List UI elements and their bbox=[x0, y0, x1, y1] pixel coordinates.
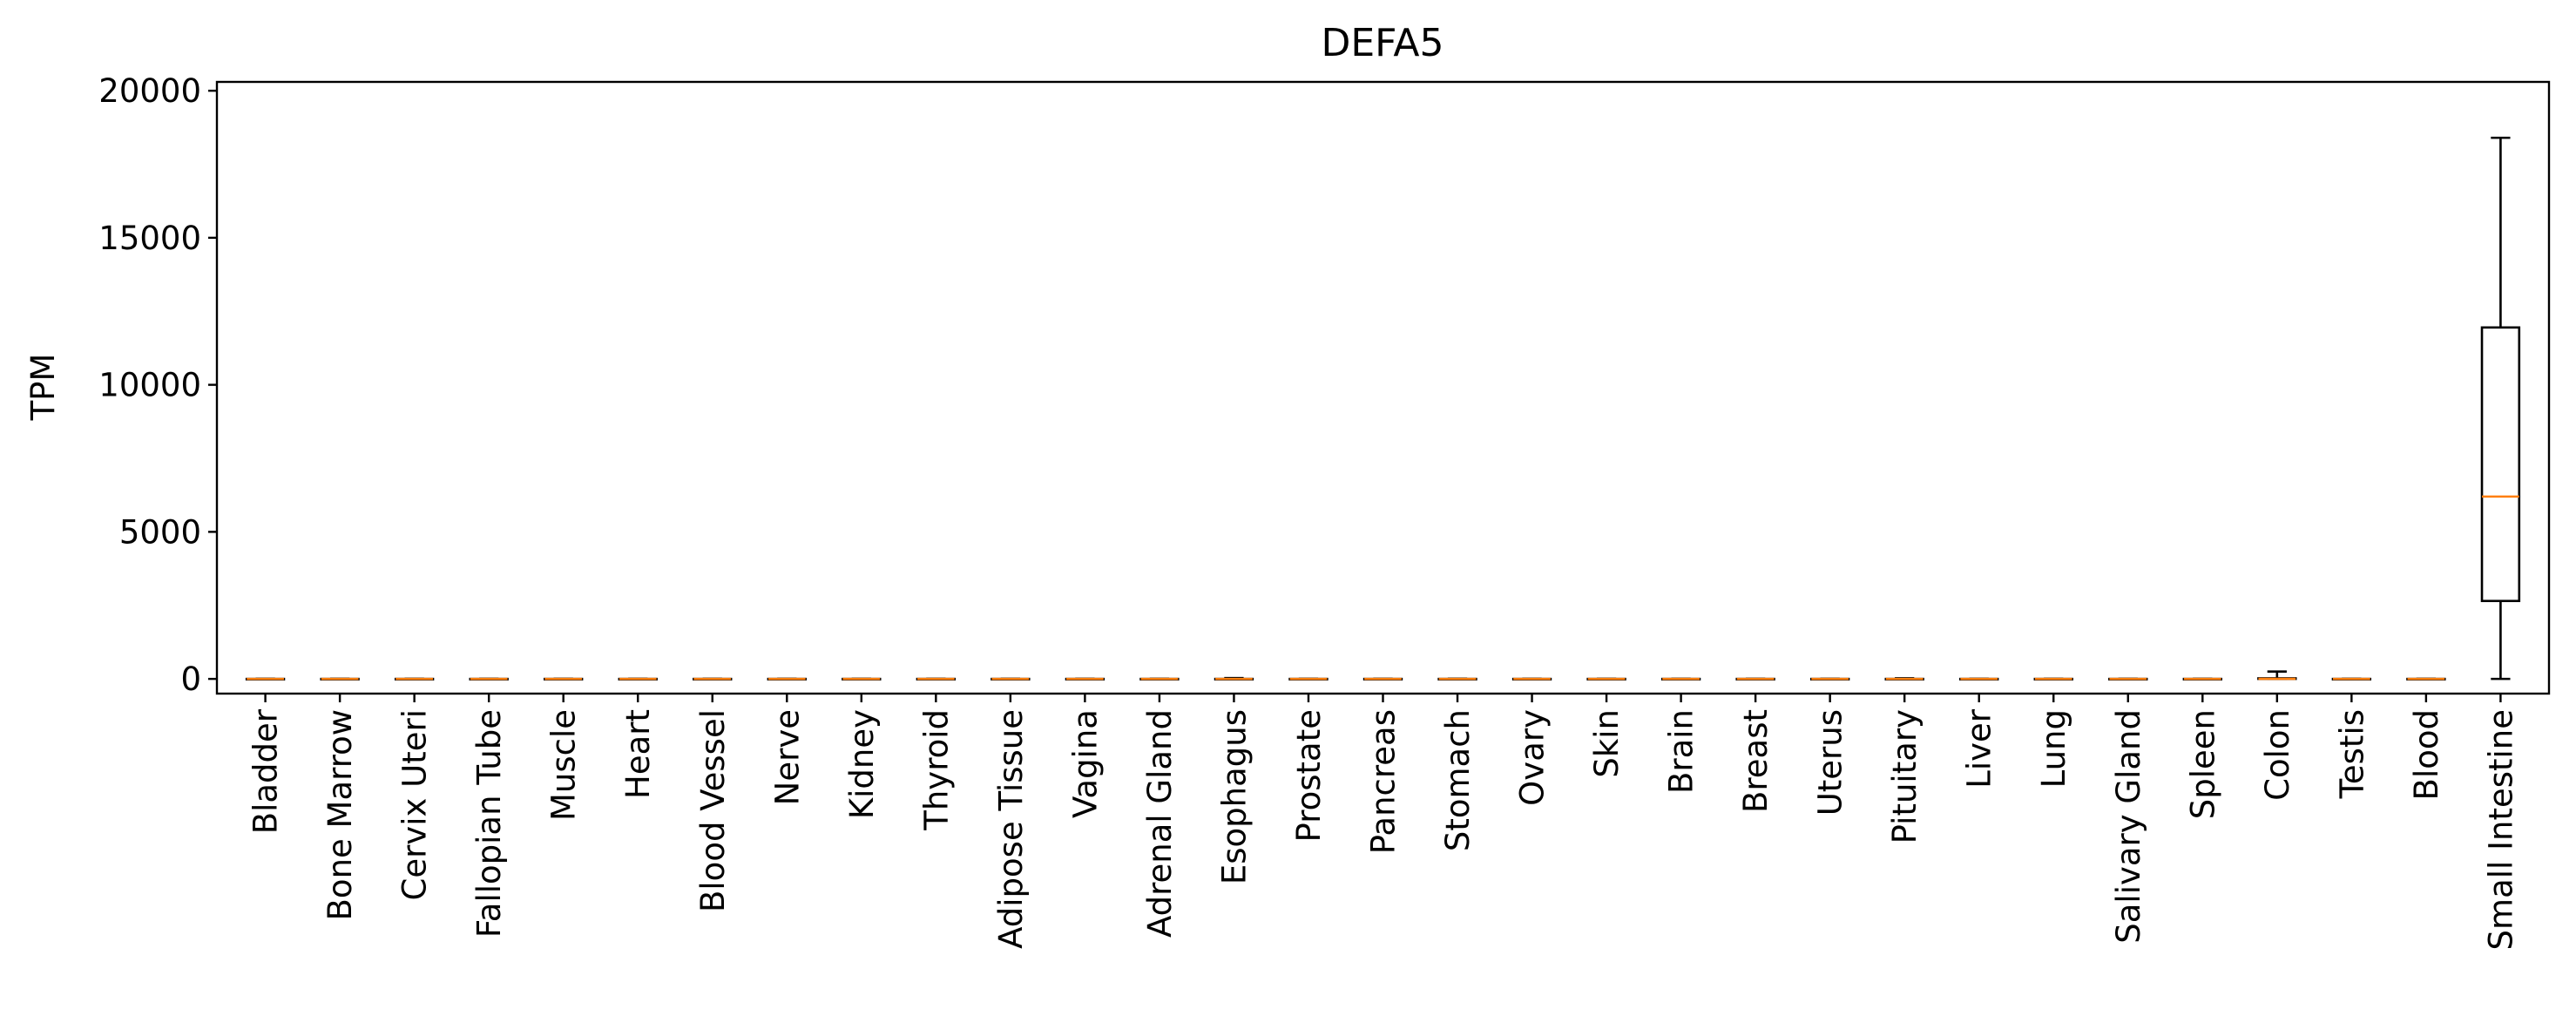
x-tick-label: Testis bbox=[2333, 709, 2370, 799]
iqr-box bbox=[2480, 326, 2521, 602]
x-tick-label: Cervix Uteri bbox=[396, 709, 434, 901]
x-axis-ticks: Bladder Bone Marrow Cervix Uteri Fallopian … bbox=[247, 694, 2519, 950]
x-tick-label: Fallopian Tube bbox=[470, 709, 508, 938]
x-tick-label: Colon bbox=[2259, 709, 2296, 801]
x-tick-label: Thyroid bbox=[917, 709, 955, 831]
box-small-intestine bbox=[2480, 136, 2521, 681]
box-prostate bbox=[1288, 677, 1329, 681]
box-vagina bbox=[1065, 677, 1105, 681]
x-tick-label: Salivary Gland bbox=[2110, 709, 2147, 944]
y-tick-label: 20000 bbox=[98, 72, 201, 110]
x-tick-label: Lung bbox=[2035, 709, 2072, 788]
x-tick-label: Vagina bbox=[1066, 709, 1104, 818]
box-series bbox=[245, 136, 2521, 681]
box-testis bbox=[2331, 677, 2372, 681]
box-esophagus bbox=[1214, 676, 1254, 681]
x-tick-label: Liver bbox=[1961, 708, 1998, 789]
x-tick-label: Adipose Tissue bbox=[992, 709, 1030, 949]
box-pituitary bbox=[1884, 677, 1924, 681]
x-tick-label: Heart bbox=[619, 709, 657, 799]
y-tick-label: 15000 bbox=[98, 220, 201, 257]
x-tick-label: Muscle bbox=[545, 709, 583, 821]
chart-title: DEFA5 bbox=[1321, 21, 1444, 65]
x-tick-label: Uterus bbox=[1812, 709, 1849, 816]
box-blood bbox=[2406, 677, 2446, 681]
box-cervix-uteri bbox=[394, 677, 435, 681]
box-bladder bbox=[245, 677, 286, 681]
x-tick-label: Spleen bbox=[2184, 709, 2221, 819]
x-tick-label: Blood bbox=[2408, 709, 2445, 800]
x-tick-label: Small Intestine bbox=[2482, 709, 2519, 950]
box-nerve bbox=[767, 677, 807, 681]
y-tick-label: 0 bbox=[180, 660, 201, 698]
x-tick-label: Bone Marrow bbox=[321, 709, 359, 920]
box-brain bbox=[1660, 677, 1701, 681]
x-tick-label: Blood Vessel bbox=[694, 709, 732, 912]
box-adipose-tissue bbox=[991, 677, 1031, 681]
box-uterus bbox=[1809, 677, 1850, 681]
box-thyroid bbox=[916, 677, 957, 681]
box-bone-marrow bbox=[320, 677, 360, 681]
x-tick-label: Adrenal Gland bbox=[1141, 709, 1179, 938]
x-tick-label: Skin bbox=[1588, 709, 1626, 778]
box-pancreas bbox=[1362, 677, 1403, 681]
x-tick-label: Bladder bbox=[247, 708, 285, 834]
box-fallopian-tube bbox=[469, 677, 509, 681]
box-spleen bbox=[2182, 677, 2222, 681]
x-tick-label: Pituitary bbox=[1886, 709, 1924, 843]
x-tick-label: Breast bbox=[1737, 709, 1775, 813]
x-tick-label: Ovary bbox=[1514, 709, 1552, 806]
box-skin bbox=[1586, 677, 1626, 681]
x-tick-label: Pancreas bbox=[1365, 709, 1403, 854]
y-axis-ticks: 0 5000 10000 15000 20000 bbox=[98, 72, 217, 698]
box-salivary-gland bbox=[2108, 677, 2148, 681]
x-tick-label: Nerve bbox=[768, 709, 806, 805]
x-tick-label: Prostate bbox=[1290, 709, 1328, 842]
box-liver bbox=[1959, 677, 1999, 681]
y-axis-label: TPM bbox=[24, 354, 62, 422]
box-heart bbox=[618, 677, 658, 681]
box-ovary bbox=[1511, 677, 1552, 681]
plot-area-frame bbox=[215, 80, 2551, 695]
box-adrenal-gland bbox=[1139, 677, 1180, 681]
box-stomach bbox=[1437, 677, 1477, 681]
x-tick-label: Brain bbox=[1663, 709, 1700, 794]
x-tick-label: Kidney bbox=[843, 709, 881, 819]
box-lung bbox=[2033, 677, 2073, 681]
box-blood-vessel bbox=[693, 677, 733, 681]
box-kidney bbox=[842, 677, 882, 681]
box-colon bbox=[2257, 670, 2297, 681]
y-tick-label: 10000 bbox=[98, 367, 201, 404]
y-tick-label: 5000 bbox=[119, 513, 201, 551]
x-tick-label: Esophagus bbox=[1215, 709, 1253, 884]
x-tick-label: Stomach bbox=[1439, 709, 1477, 851]
box-breast bbox=[1735, 677, 1775, 681]
box-muscle bbox=[544, 677, 584, 681]
